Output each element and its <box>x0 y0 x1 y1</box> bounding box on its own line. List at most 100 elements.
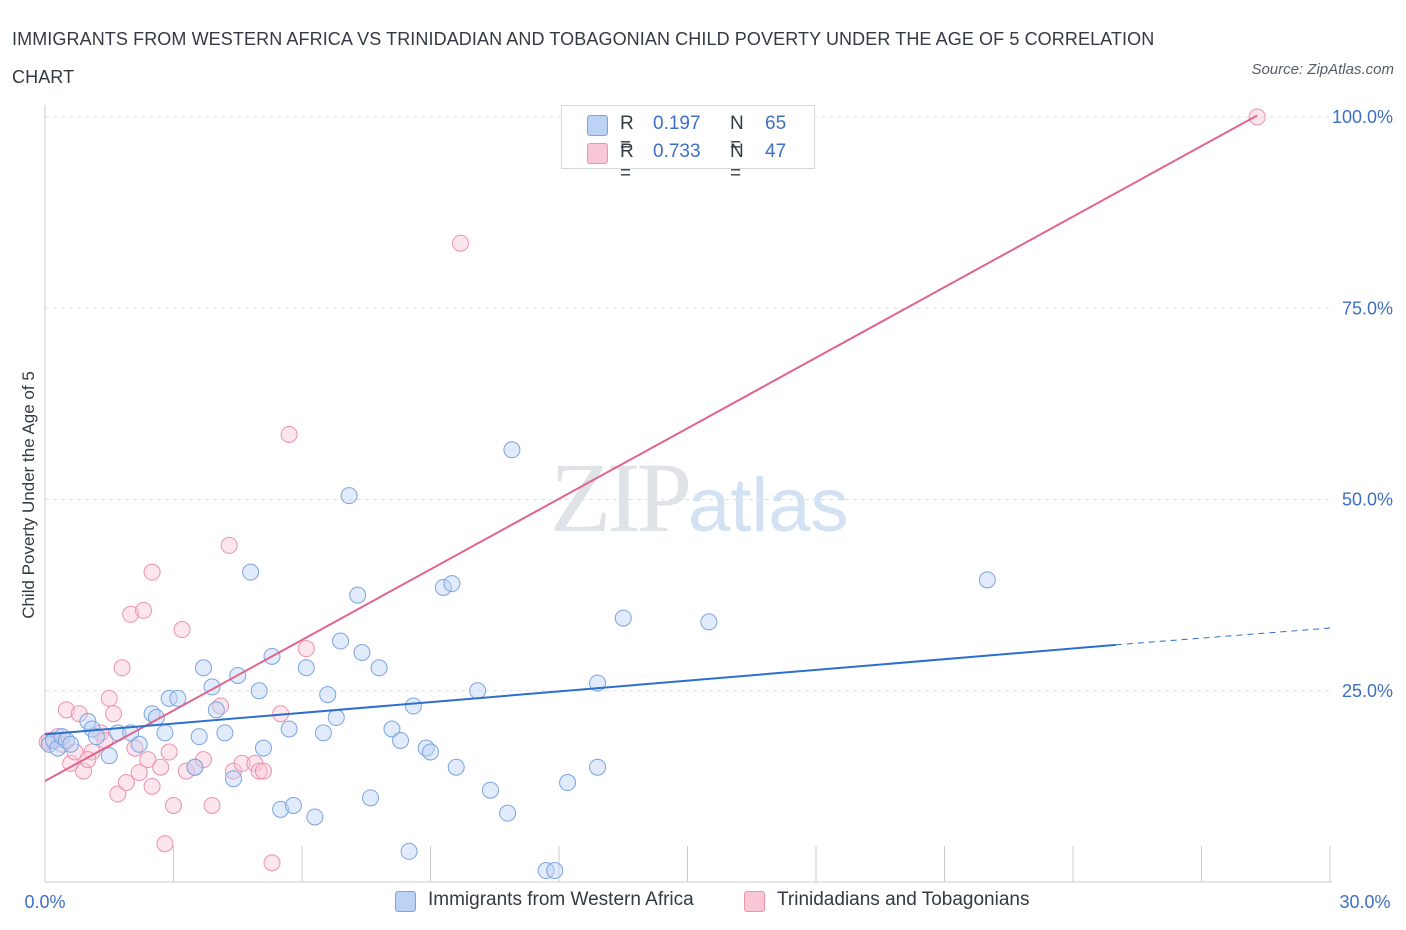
data-point-western-africa <box>306 808 324 826</box>
data-point-western-africa <box>434 578 452 596</box>
trend-lines <box>44 114 1331 782</box>
trend-line-extension-western-africa <box>1115 627 1331 646</box>
bottom-legend-item-trinidadians: Trinidadians and Tobagonians <box>744 888 1064 916</box>
data-point-western-africa <box>319 686 337 704</box>
legend-swatch-pink <box>587 143 608 164</box>
legend-n-value: 47 <box>765 141 787 162</box>
data-point-trinidadians <box>113 659 131 677</box>
data-point-western-africa <box>340 487 358 505</box>
data-point-western-africa <box>349 586 367 604</box>
bottom-legend-label: Trinidadians and Tobagonians <box>777 889 1030 910</box>
stats-legend: R = 0.197 N = 65 R = 0.733 N = 47 <box>561 105 815 184</box>
y-axis-title: Child Poverty Under the Age of 5 <box>19 371 38 619</box>
data-point-western-africa <box>370 659 388 677</box>
data-point-trinidadians <box>139 751 157 769</box>
data-point-western-africa <box>242 563 260 581</box>
data-point-western-africa <box>447 758 465 776</box>
data-point-western-africa <box>100 747 118 765</box>
data-point-western-africa <box>499 804 517 822</box>
legend-r-label: R = <box>620 141 634 184</box>
data-point-trinidadians <box>57 701 75 719</box>
data-point-trinidadians <box>135 601 153 619</box>
bottom-legend-swatch-pink <box>744 891 765 912</box>
data-point-western-africa <box>332 632 350 650</box>
data-point-western-africa <box>79 712 97 730</box>
data-point-western-africa <box>700 613 718 631</box>
y-tick-label: 50.0% <box>1342 490 1393 510</box>
trend-line-western-africa <box>44 643 1116 736</box>
data-point-western-africa <box>537 862 555 880</box>
data-point-trinidadians <box>297 640 315 658</box>
data-point-western-africa <box>503 441 521 459</box>
data-point-western-africa <box>422 743 439 761</box>
data-point-western-africa <box>250 682 268 700</box>
data-point-trinidadians <box>165 797 182 814</box>
data-point-western-africa <box>156 724 174 742</box>
data-point-trinidadians <box>117 774 135 792</box>
data-point-western-africa <box>383 720 401 738</box>
data-point-western-africa <box>169 689 187 707</box>
data-point-western-africa <box>978 571 996 589</box>
data-point-western-africa <box>353 644 371 661</box>
data-point-trinidadians <box>177 762 195 780</box>
data-point-western-africa <box>546 862 564 880</box>
data-point-trinidadians <box>130 764 148 782</box>
data-point-trinidadians <box>280 425 298 443</box>
data-point-western-africa <box>400 842 418 860</box>
data-point-western-africa <box>284 797 302 814</box>
legend-n-label: N = <box>730 113 744 156</box>
data-point-western-africa <box>207 701 225 719</box>
bottom-legend-label: Immigrants from Western Africa <box>428 889 694 910</box>
data-point-trinidadians <box>160 743 178 761</box>
data-point-trinidadians <box>263 854 281 872</box>
data-point-western-africa <box>327 709 345 727</box>
y-tick-label: 100.0% <box>1332 107 1393 127</box>
data-point-trinidadians <box>100 689 118 707</box>
legend-r-value: 0.733 <box>653 141 701 162</box>
data-point-trinidadians <box>152 758 170 776</box>
legend-swatch-blue <box>587 115 608 136</box>
axes <box>44 105 1332 883</box>
data-point-trinidadians <box>75 762 93 780</box>
series-trinidadians-points <box>38 108 1266 872</box>
data-point-western-africa <box>559 774 577 792</box>
data-point-trinidadians <box>233 754 251 772</box>
data-point-western-africa <box>130 735 148 753</box>
watermark-zip: ZIP <box>550 442 692 553</box>
data-point-western-africa <box>469 682 487 700</box>
data-point-western-africa <box>280 720 298 738</box>
y-tick-label: 25.0% <box>1342 681 1393 701</box>
data-point-trinidadians <box>105 705 123 723</box>
watermark-atlas: atlas <box>688 463 849 548</box>
data-point-trinidadians <box>156 835 174 853</box>
data-point-western-africa <box>404 697 422 715</box>
data-point-western-africa <box>45 731 63 749</box>
data-point-trinidadians <box>203 797 221 814</box>
data-point-western-africa <box>160 689 178 707</box>
y-tick-label: 75.0% <box>1342 298 1393 318</box>
data-point-trinidadians <box>143 777 161 795</box>
data-point-western-africa <box>224 770 242 788</box>
x-tick-label: 30.0% <box>1339 892 1390 912</box>
data-point-western-africa <box>614 609 632 627</box>
legend-r-value: 0.197 <box>653 113 701 134</box>
axis-labels: 25.0% 50.0% 75.0% 100.0% 0.0% 30.0% Child Pove… <box>19 107 1393 912</box>
data-point-western-africa <box>194 659 212 677</box>
legend-n-label: N = <box>730 141 744 184</box>
data-point-trinidadians <box>254 762 272 780</box>
chart-title: IMMIGRANTS FROM WESTERN AFRICA VS TRINID… <box>12 29 1155 87</box>
data-point-trinidadians <box>250 762 268 780</box>
series-western-africa-points <box>40 441 996 880</box>
x-tick-label: 0.0% <box>24 892 65 912</box>
data-point-western-africa <box>254 739 272 757</box>
data-point-western-africa <box>443 575 461 593</box>
data-point-western-africa <box>362 789 380 807</box>
data-point-western-africa <box>297 659 315 677</box>
data-point-western-africa <box>314 724 332 742</box>
data-point-western-africa <box>186 758 204 776</box>
legend-n-value: 65 <box>765 113 787 134</box>
bottom-legend-item-western-africa: Immigrants from Western Africa <box>395 888 725 916</box>
data-point-western-africa <box>272 800 290 818</box>
watermark: ZIPatlas <box>550 440 849 555</box>
